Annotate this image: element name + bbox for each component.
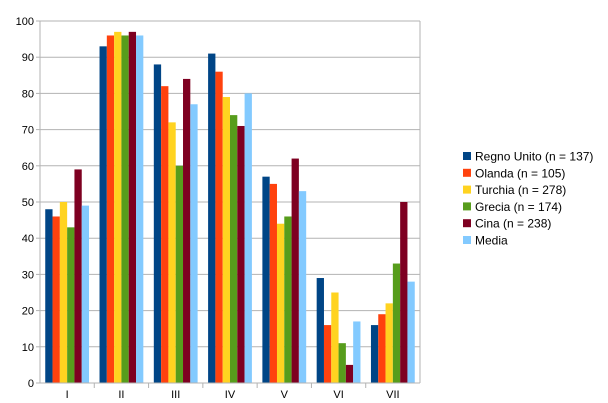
legend-label: Turchia (n = 278) [475, 183, 566, 197]
bar [215, 71, 223, 384]
bar [99, 46, 107, 384]
legend-swatch [463, 202, 471, 211]
bar [392, 263, 401, 383]
bar [208, 53, 216, 384]
bar [74, 169, 82, 383]
x-tick-label: III [171, 389, 180, 401]
y-tick-label: 40 [22, 233, 34, 245]
bar [168, 122, 176, 384]
x-tick-label: IV [225, 389, 236, 401]
y-tick-label: 10 [22, 342, 34, 354]
bar [331, 292, 339, 383]
bar [190, 104, 198, 383]
legend-label: Regno Unito (n = 137) [475, 150, 593, 164]
bar [161, 86, 169, 383]
bar [244, 93, 252, 384]
y-tick-label: 20 [22, 306, 34, 318]
bar [345, 364, 354, 383]
y-tick-label: 0 [28, 378, 34, 390]
legend-swatch [463, 168, 471, 177]
x-tick-label: II [118, 389, 124, 401]
bar [316, 278, 324, 383]
bar [400, 202, 408, 383]
y-tick-label: 60 [22, 161, 34, 173]
y-tick-label: 30 [22, 269, 34, 281]
legend-label: Media [475, 234, 508, 248]
bar [298, 191, 307, 383]
bar [237, 125, 245, 383]
bar [175, 165, 184, 383]
y-tick-label: 90 [22, 52, 34, 64]
legend-swatch [463, 185, 471, 194]
legend: Regno Unito (n = 137) Olanda (n = 105) Tur… [463, 150, 593, 248]
bar [183, 78, 191, 384]
bar [81, 205, 90, 383]
bar [385, 303, 393, 383]
x-tick-label: I [66, 389, 69, 401]
y-tick-label: 80 [22, 88, 34, 100]
y-tick-label: 70 [22, 125, 34, 137]
bar [222, 97, 230, 384]
bars [45, 31, 415, 384]
legend-label: Olanda (n = 105) [475, 166, 565, 180]
y-tick-labels: 0 10 20 30 40 50 60 70 80 90 100 [16, 16, 34, 390]
x-tick-label: VI [333, 389, 343, 401]
bar [269, 183, 277, 383]
bar [323, 325, 332, 383]
bar [121, 35, 129, 383]
bar [262, 176, 270, 383]
bar [106, 35, 115, 383]
bar [230, 115, 238, 384]
legend-label: Grecia (n = 174) [475, 200, 562, 214]
bar [276, 223, 285, 383]
bar [45, 209, 53, 383]
x-tick-labels: I II III IV V VI VII [66, 389, 400, 401]
bar [378, 314, 386, 383]
bar [136, 35, 144, 383]
y-tick-label: 50 [22, 197, 34, 209]
bar [52, 216, 60, 383]
bar [353, 321, 361, 383]
legend-swatch [463, 152, 471, 160]
legend-swatch [463, 219, 471, 228]
bar [128, 31, 137, 384]
bar [114, 31, 122, 384]
bar [67, 227, 75, 383]
bar [291, 158, 299, 383]
y-tick-label: 100 [16, 16, 34, 28]
bar [153, 64, 162, 383]
bar [284, 216, 292, 383]
bar [338, 343, 346, 383]
legend-swatch [463, 236, 471, 244]
bar [370, 325, 379, 383]
x-tick-label: V [281, 389, 289, 401]
bar [59, 202, 68, 383]
axes [36, 20, 421, 388]
legend-label: Cina (n = 238) [475, 217, 551, 231]
x-tick-label: VII [386, 389, 399, 401]
bar [407, 281, 415, 383]
